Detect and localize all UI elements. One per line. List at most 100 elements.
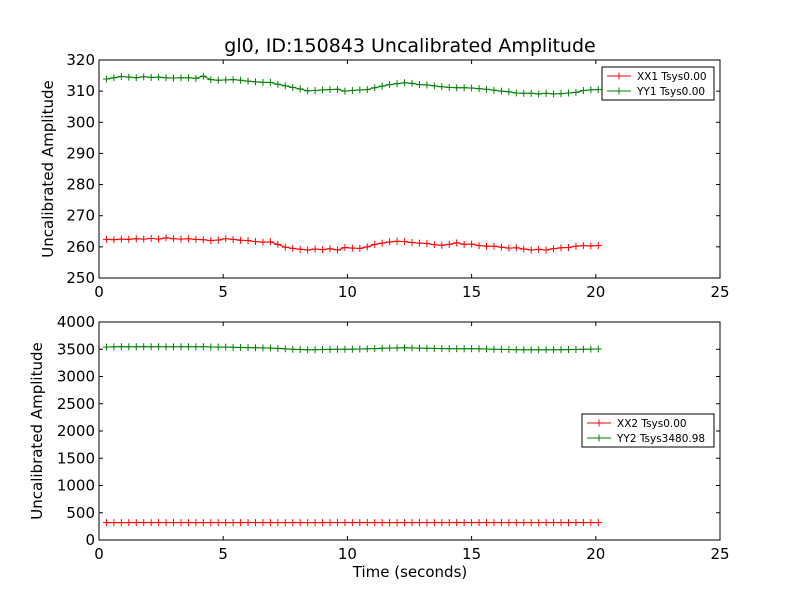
bottom-series-group xyxy=(102,343,602,527)
bottom-data-point xyxy=(229,519,237,527)
bottom-data-point xyxy=(281,519,289,527)
top-data-point xyxy=(266,238,274,246)
top-data-point xyxy=(199,72,207,80)
bottom-data-point xyxy=(274,344,282,352)
top-x-tick-label: 15 xyxy=(462,283,481,301)
bottom-legend-box xyxy=(581,413,715,448)
top-legend-item: YY1 Tsys0.00 xyxy=(607,86,705,98)
top-data-point xyxy=(102,75,110,83)
bottom-data-point xyxy=(497,519,505,527)
top-data-point xyxy=(356,244,364,252)
top-data-point xyxy=(289,244,297,252)
top-x-tick-label: 5 xyxy=(218,283,228,301)
bottom-data-point xyxy=(170,343,178,351)
bottom-data-point xyxy=(557,519,565,527)
top-data-point xyxy=(229,76,237,84)
bottom-data-point xyxy=(326,345,334,353)
top-y-tick-label: 290 xyxy=(66,144,95,162)
top-data-point xyxy=(266,78,274,86)
top-data-point xyxy=(170,235,178,243)
top-x-tick-label: 25 xyxy=(710,283,729,301)
bottom-data-point xyxy=(587,519,595,527)
top-data-point xyxy=(251,78,259,86)
bottom-data-point xyxy=(184,343,192,351)
bottom-data-point xyxy=(289,519,297,527)
top-data-point xyxy=(348,244,356,252)
bottom-data-point xyxy=(505,346,513,354)
top-data-point xyxy=(587,242,595,250)
top-data-point xyxy=(587,86,595,94)
bottom-data-point xyxy=(386,344,394,352)
bottom-data-point xyxy=(319,519,327,527)
bottom-data-point xyxy=(222,519,230,527)
bottom-data-point xyxy=(594,345,602,353)
bottom-data-point xyxy=(214,519,222,527)
top-data-point xyxy=(490,86,498,94)
bottom-data-point xyxy=(333,519,341,527)
bottom-data-point xyxy=(386,519,394,527)
top-data-point xyxy=(304,87,312,95)
top-series-group xyxy=(102,72,602,254)
bottom-data-point xyxy=(266,519,274,527)
top-y-tick-label: 250 xyxy=(66,269,95,287)
bottom-data-point xyxy=(274,519,282,527)
top-x-tick-label: 0 xyxy=(94,283,104,301)
bottom-data-point xyxy=(296,346,304,354)
bottom-data-point xyxy=(520,346,528,354)
top-data-point xyxy=(520,89,528,97)
top-data-point xyxy=(579,242,587,250)
top-data-point xyxy=(527,246,535,254)
bottom-data-point xyxy=(259,519,267,527)
top-data-point xyxy=(572,88,580,96)
bottom-data-point xyxy=(326,519,334,527)
bottom-data-point xyxy=(572,345,580,353)
top-data-point xyxy=(564,89,572,97)
top-data-point xyxy=(475,242,483,250)
bottom-data-point xyxy=(415,519,423,527)
top-data-point xyxy=(162,74,170,82)
top-data-point xyxy=(550,90,558,98)
bottom-data-point xyxy=(557,346,565,354)
bottom-data-point xyxy=(244,344,252,352)
bottom-plot-frame xyxy=(98,321,721,541)
bottom-data-point xyxy=(177,519,185,527)
top-plot-frame xyxy=(98,59,721,279)
top-data-point xyxy=(348,87,356,95)
bottom-data-point xyxy=(371,345,379,353)
top-data-point xyxy=(363,243,371,251)
top-data-point xyxy=(110,74,118,82)
bottom-data-point xyxy=(579,345,587,353)
bottom-data-point xyxy=(423,519,431,527)
top-data-point xyxy=(125,73,133,81)
top-data-point xyxy=(192,235,200,243)
bottom-data-point xyxy=(468,519,476,527)
top-data-point xyxy=(222,235,230,243)
bottom-data-point xyxy=(125,519,133,527)
top-data-point xyxy=(192,74,200,82)
bottom-y-tick-label: 4000 xyxy=(57,313,95,331)
top-data-point xyxy=(572,242,580,250)
top-data-point xyxy=(386,238,394,246)
bottom-data-point xyxy=(475,345,483,353)
bottom-data-point xyxy=(371,519,379,527)
top-data-point xyxy=(460,240,468,248)
top-data-point xyxy=(281,243,289,251)
top-data-point xyxy=(229,235,237,243)
bottom-data-point xyxy=(535,519,543,527)
bottom-data-point xyxy=(594,519,602,527)
top-legend-box xyxy=(601,66,715,101)
bottom-data-point xyxy=(550,346,558,354)
top-legend: XX1 Tsys0.00 YY1 Tsys0.00 xyxy=(601,66,715,101)
top-data-point xyxy=(505,244,513,252)
bottom-y-tick-label: 2500 xyxy=(57,395,95,413)
top-data-point xyxy=(363,86,371,94)
top-data-point xyxy=(393,80,401,88)
top-data-point xyxy=(184,74,192,82)
top-chart-title: gl0, ID:150843 Uncalibrated Amplitude xyxy=(224,35,595,57)
bottom-x-axis-label: Time (seconds) xyxy=(352,563,468,581)
bottom-data-point xyxy=(199,519,207,527)
top-data-point xyxy=(386,81,394,89)
bottom-data-point xyxy=(304,519,312,527)
bottom-data-point xyxy=(475,519,483,527)
top-data-point xyxy=(371,84,379,92)
